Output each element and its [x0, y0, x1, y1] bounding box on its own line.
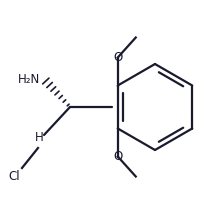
Text: H₂N: H₂N [18, 73, 40, 86]
Text: O: O [113, 150, 122, 163]
Text: Cl: Cl [8, 170, 20, 183]
Text: H: H [35, 131, 43, 144]
Text: O: O [113, 51, 122, 64]
